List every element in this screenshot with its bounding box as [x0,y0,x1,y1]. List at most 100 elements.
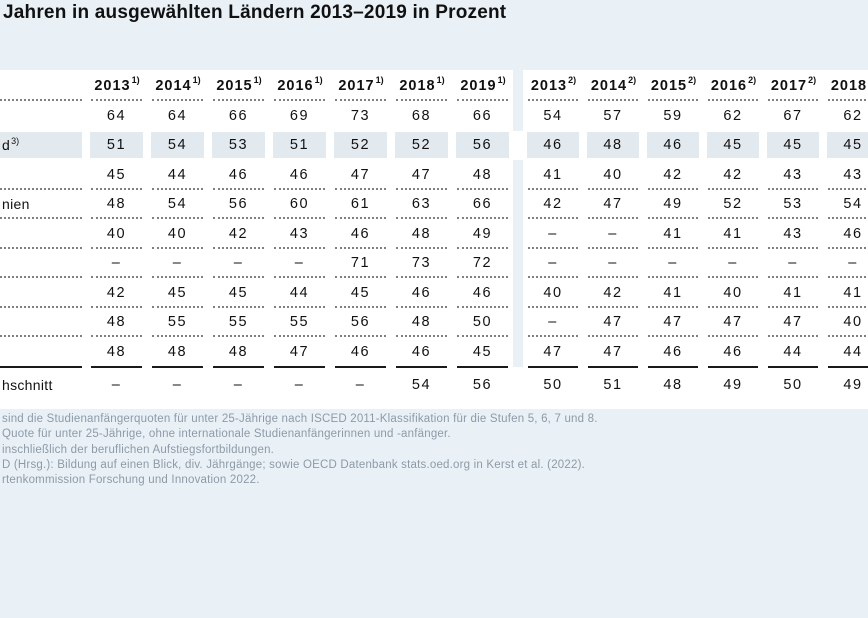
data-value: 51 [289,137,310,154]
data-cell: 48 [208,337,269,367]
data-cell: 45 [330,278,391,308]
data-value: 42 [723,166,743,183]
row-label: nien [2,196,30,213]
data-value: 66 [472,107,493,124]
data-value: – [548,314,558,331]
data-cell: – [269,249,330,279]
data-cell: – [523,249,583,279]
data-value: 41 [783,284,803,301]
row-label-cell [0,160,86,190]
data-value: 48 [106,196,127,213]
data-value: 68 [411,107,432,124]
data-value: 71 [350,255,371,272]
year-header-cell: 20182) [823,70,868,101]
table-row: 64 64 66 69 73 68 66 54 57 59 62 67 62 [0,101,868,131]
data-cell: – [523,308,583,338]
data-cell: 54 [147,131,208,161]
data-cell: 41 [763,278,823,308]
data-value: 47 [603,196,623,213]
data-value: 44 [167,166,188,183]
data-cell: 41 [823,278,868,308]
data-value: 43 [783,225,803,242]
data-value: – [548,255,558,272]
year-header-cell: 20161) [269,70,330,101]
data-value: 46 [289,166,310,183]
data-table: 20131) 20141) 20151) 20161) 20171) 20181) 2019… [0,70,868,409]
group-gap [513,131,523,161]
data-value: – [548,225,558,242]
footnotes: sind die Studienanfängerquoten für unter… [2,412,598,488]
data-cell: 42 [643,160,703,190]
year-header-cell: 20151) [208,70,269,101]
data-cell: 56 [208,190,269,220]
data-cell: 49 [452,219,513,249]
data-value: – [608,225,618,242]
footnote-marker: 2) [568,74,577,85]
data-value: 52 [723,196,743,213]
data-cell: 73 [391,249,452,279]
data-value: 48 [411,225,432,242]
table-header-row: 20131) 20141) 20151) 20161) 20171) 20181) 2019… [0,70,868,101]
data-value: 40 [603,166,623,183]
data-value: 45 [472,343,493,360]
data-value: 40 [843,314,863,331]
data-cell: 46 [208,160,269,190]
group-gap [513,337,523,367]
data-value: 47 [411,166,432,183]
data-cell: 60 [269,190,330,220]
year-header: 20181) [399,74,445,94]
data-value: 49 [663,196,683,213]
data-cell: 71 [330,249,391,279]
data-value: 46 [411,284,432,301]
data-value: 54 [843,196,863,213]
data-value: 42 [106,284,127,301]
data-cell: 55 [208,308,269,338]
data-cell: 47 [583,308,643,338]
table-row: d3) 51 54 53 51 52 52 56 46 48 46 45 45 45 [0,130,868,161]
data-value: 47 [289,343,310,360]
data-value: 46 [723,343,743,360]
data-cell: 59 [643,101,703,131]
data-value: 66 [472,196,493,213]
data-value: 46 [472,284,493,301]
data-value: 41 [723,225,743,242]
group-gap [513,160,523,190]
data-cell: 47 [763,308,823,338]
data-cell: 48 [86,308,147,338]
table-row: 45 44 46 46 47 47 48 41 40 42 42 43 43 [0,160,868,190]
data-cell: 45 [86,160,147,190]
data-cell: 40 [86,219,147,249]
row-label: hschnitt [2,376,53,393]
data-value: 53 [783,196,803,213]
data-cell: 47 [269,337,330,367]
data-value: 62 [723,107,743,124]
data-value: 53 [228,137,249,154]
data-cell: 46 [391,337,452,367]
data-value: 51 [603,376,623,393]
data-cell: 47 [583,190,643,220]
data-value: 46 [543,137,563,154]
year-header: 20151) [216,74,262,94]
data-value: 62 [843,107,863,124]
data-cell: 42 [523,190,583,220]
data-value: 47 [603,343,623,360]
data-value: 40 [106,225,127,242]
data-value: 50 [472,314,493,331]
year-header: 20142) [590,74,637,94]
data-cell: 49 [643,190,703,220]
data-cell: 45 [147,278,208,308]
data-value: 66 [228,107,249,124]
table-row: hschnitt – – – – – 54 56 50 51 48 49 50 49 [0,367,868,403]
data-value: 43 [783,166,803,183]
data-value: 40 [167,225,188,242]
data-value: 56 [472,376,493,393]
data-value: 42 [603,284,623,301]
data-cell: – [523,219,583,249]
data-value: 45 [843,137,863,154]
data-cell: – [823,249,868,279]
data-value: 45 [350,284,371,301]
data-value: 47 [783,314,803,331]
data-cell: 41 [703,219,763,249]
data-cell: 52 [330,131,391,161]
